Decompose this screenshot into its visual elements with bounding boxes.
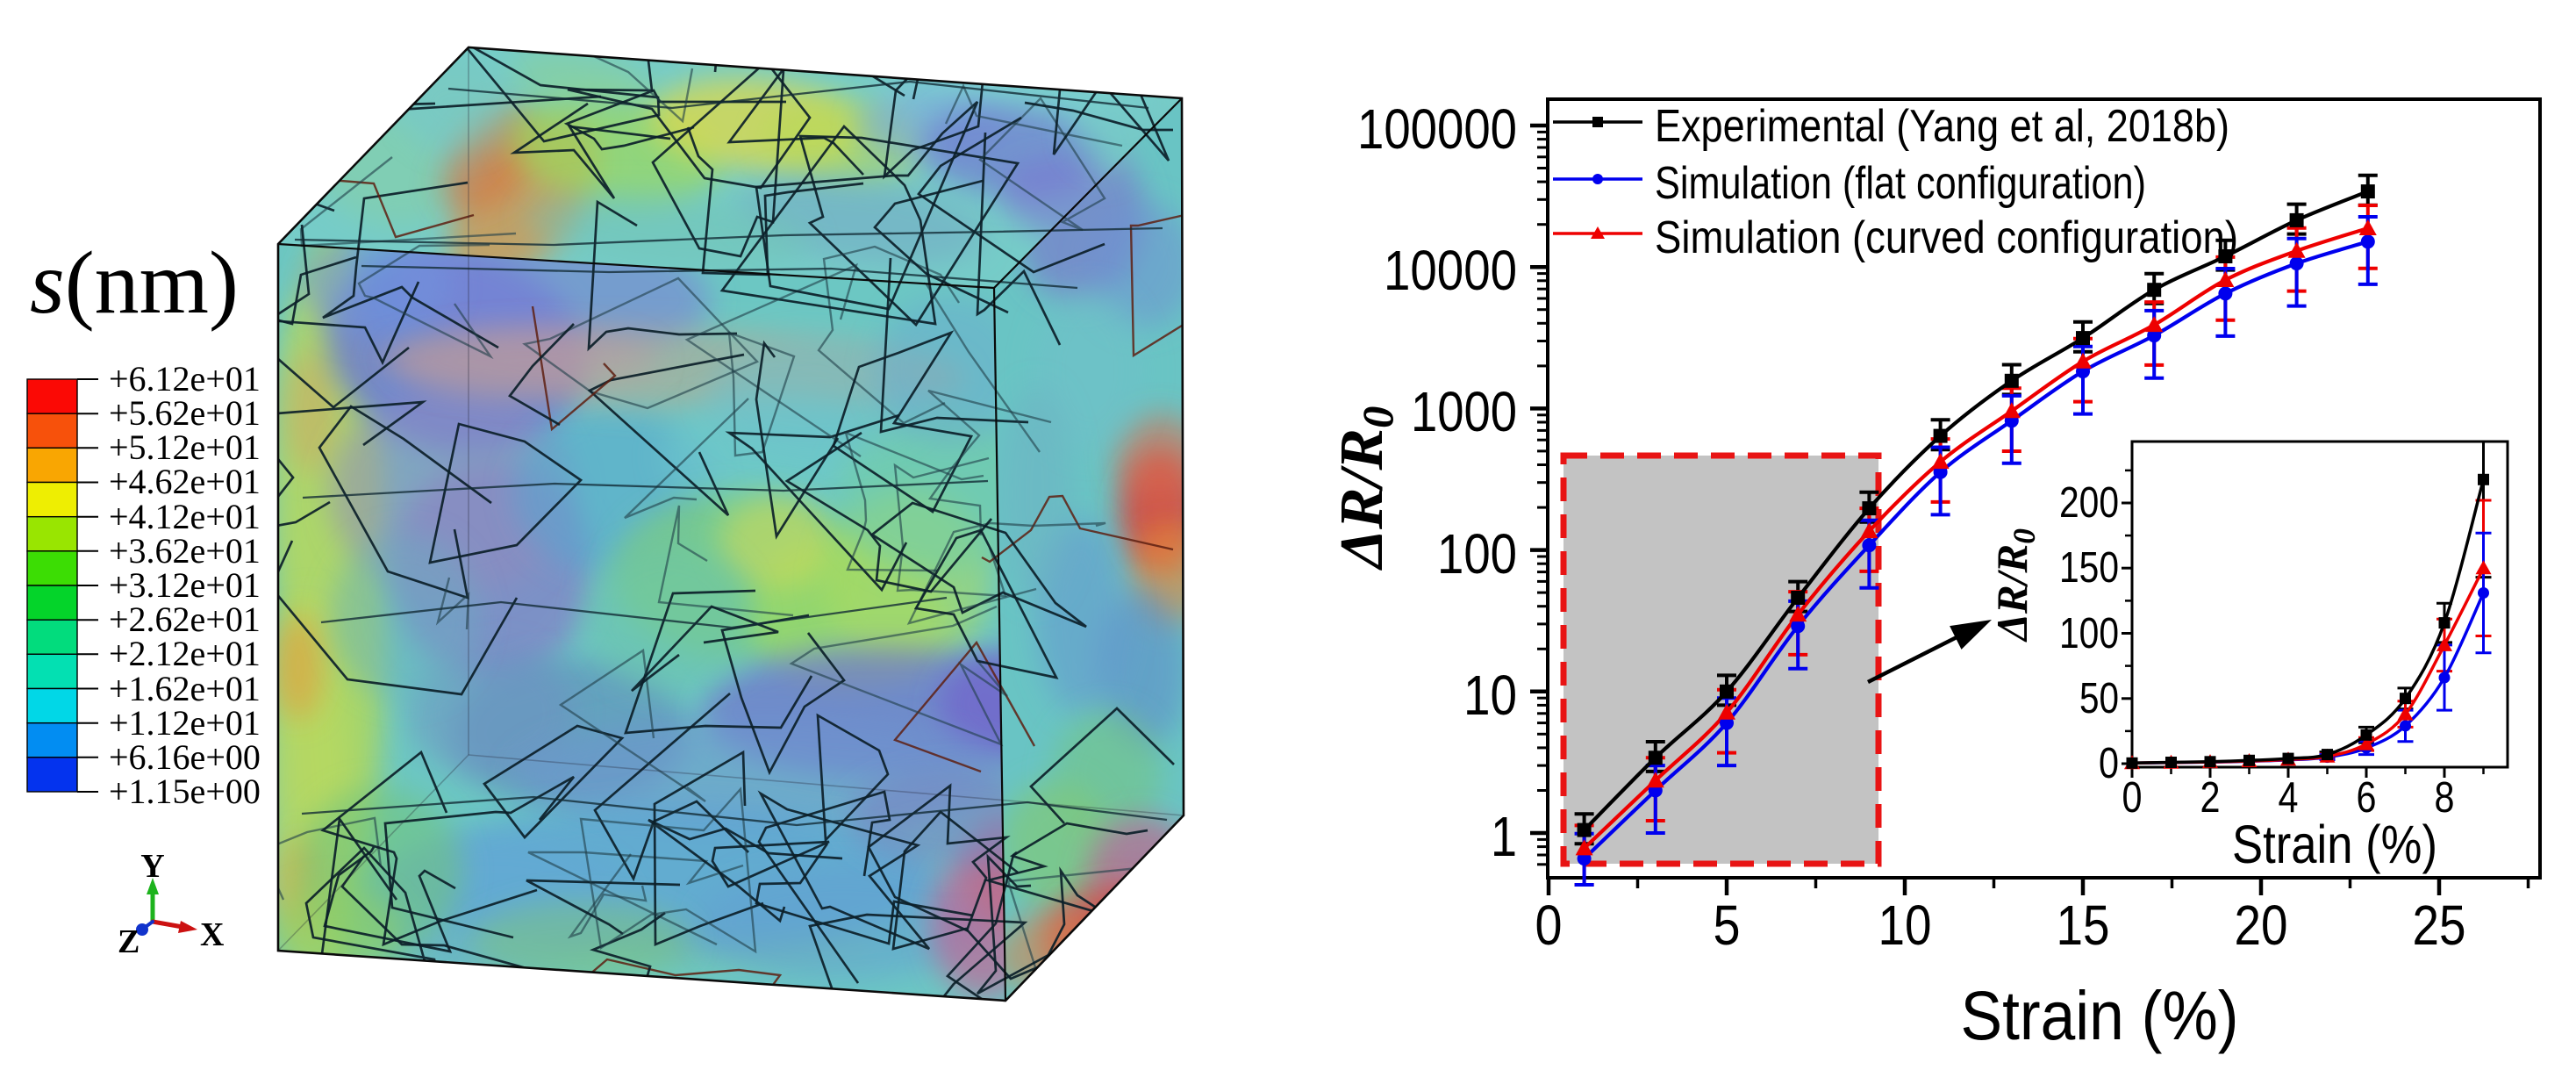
svg-text:10: 10 (1463, 664, 1517, 727)
svg-text:s(nm): s(nm) (30, 233, 239, 333)
svg-text:+4.12e+01: +4.12e+01 (109, 497, 261, 536)
svg-text:5: 5 (1714, 894, 1741, 957)
svg-text:Strain (%): Strain (%) (2232, 815, 2437, 874)
svg-text:Z: Z (118, 923, 140, 960)
svg-text:1: 1 (1491, 805, 1517, 868)
svg-text:10000: 10000 (1384, 239, 1517, 302)
svg-text:100: 100 (2059, 610, 2119, 657)
svg-text:+2.12e+01: +2.12e+01 (109, 634, 261, 673)
svg-text:150: 150 (2059, 544, 2119, 592)
svg-text:+5.12e+01: +5.12e+01 (109, 427, 261, 467)
svg-text:+3.62e+01: +3.62e+01 (109, 531, 261, 571)
svg-text:+6.16e+00: +6.16e+00 (109, 737, 261, 777)
svg-text:20: 20 (2235, 894, 2288, 957)
svg-text:100000: 100000 (1357, 97, 1517, 161)
svg-text:200: 200 (2059, 479, 2119, 527)
svg-text:+4.62e+01: +4.62e+01 (109, 462, 261, 501)
svg-text:8: 8 (2435, 774, 2455, 822)
svg-text:+1.15e+00: +1.15e+00 (109, 772, 261, 811)
svg-text:10: 10 (1878, 894, 1932, 957)
svg-text:100: 100 (1437, 522, 1517, 585)
svg-text:Experimental (Yang et al, 2018: Experimental (Yang et al, 2018b) (1655, 101, 2229, 152)
svg-text:50: 50 (2079, 675, 2119, 722)
svg-text:Y: Y (140, 848, 164, 885)
svg-text:6: 6 (2357, 774, 2377, 822)
svg-text:ΔR/R0: ΔR/R0 (1987, 528, 2042, 643)
svg-text:+5.62e+01: +5.62e+01 (109, 393, 261, 433)
svg-text:+1.12e+01: +1.12e+01 (109, 703, 261, 743)
svg-text:0: 0 (1535, 894, 1563, 957)
svg-text:15: 15 (2057, 894, 2110, 957)
svg-text:+1.62e+01: +1.62e+01 (109, 669, 261, 708)
svg-text:+3.12e+01: +3.12e+01 (109, 565, 261, 605)
svg-text:ΔR/R0: ΔR/R0 (1328, 406, 1402, 571)
svg-text:2: 2 (2200, 774, 2221, 822)
svg-text:+6.12e+01: +6.12e+01 (109, 359, 261, 399)
svg-text:0: 0 (2099, 740, 2119, 787)
svg-text:Simulation (curved configurati: Simulation (curved configuration) (1655, 212, 2238, 263)
svg-text:1000: 1000 (1411, 380, 1517, 443)
svg-text:Simulation (flat configuration: Simulation (flat configuration) (1655, 158, 2146, 209)
svg-text:X: X (200, 916, 224, 953)
svg-text:25: 25 (2413, 894, 2466, 957)
svg-text:0: 0 (2122, 774, 2143, 822)
svg-text:4: 4 (2279, 774, 2299, 822)
svg-text:+2.62e+01: +2.62e+01 (109, 600, 261, 639)
svg-text:Strain (%): Strain (%) (1961, 976, 2239, 1054)
